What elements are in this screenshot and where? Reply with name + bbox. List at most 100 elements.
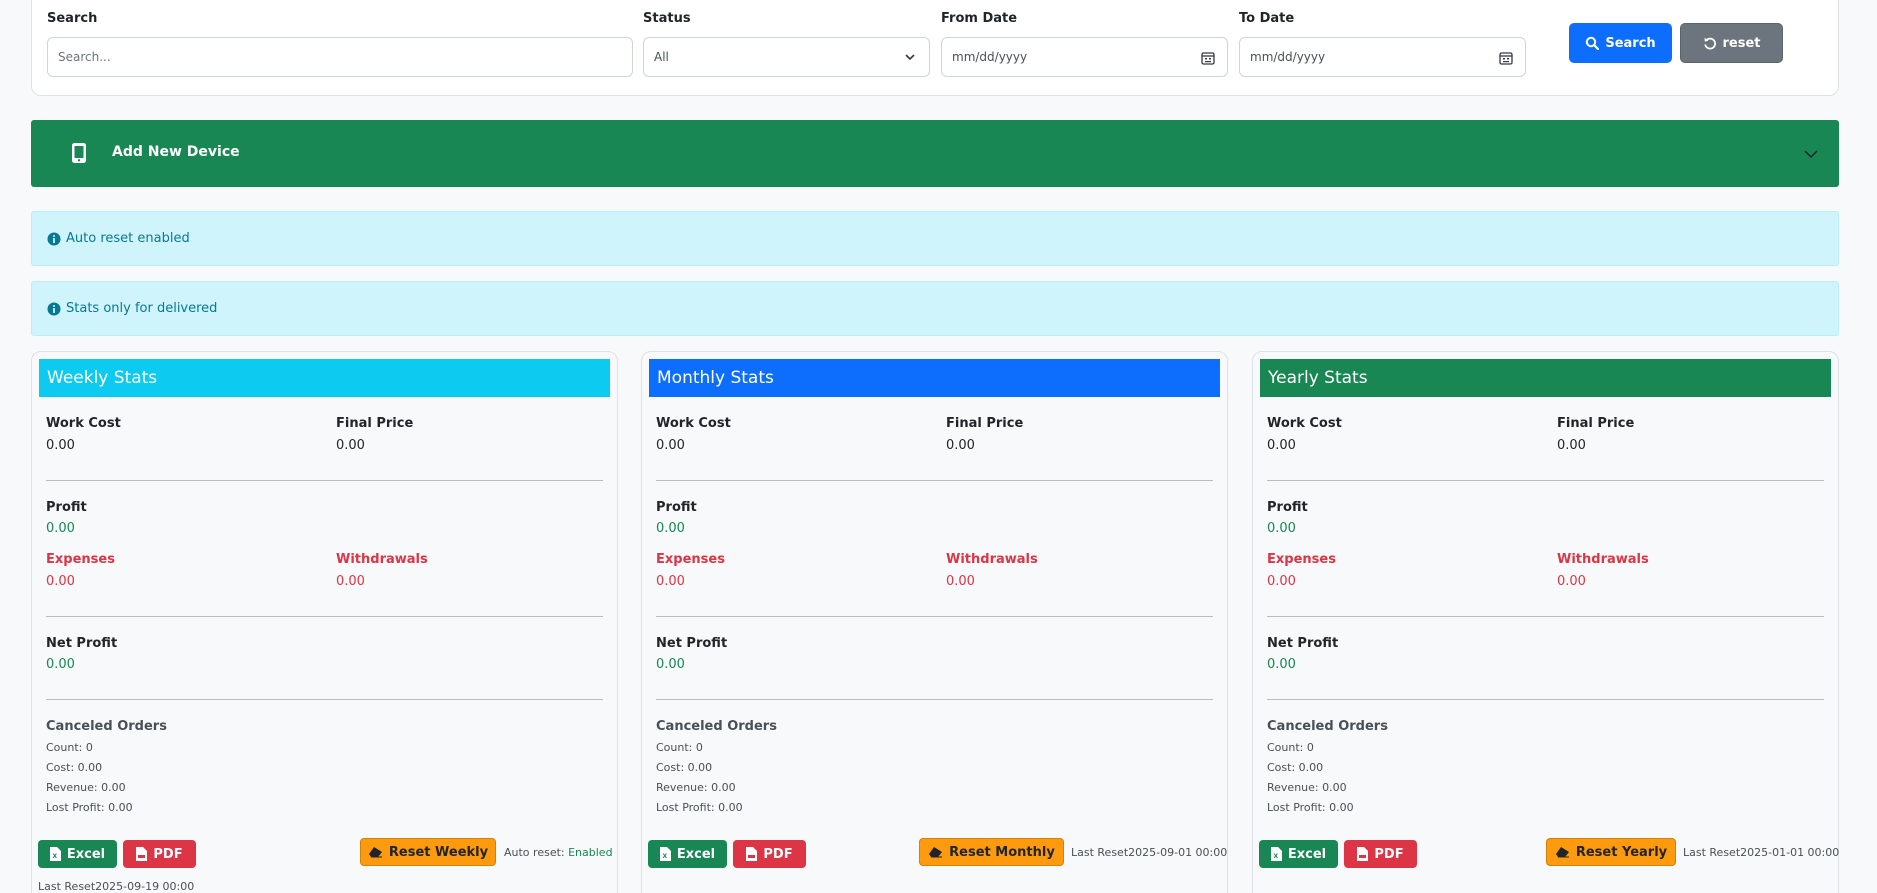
- monthly-stats-title: Monthly Stats: [649, 359, 1220, 397]
- filter-panel: Search Search... Status All From Date mm…: [31, 0, 1839, 96]
- divider: [1267, 480, 1824, 481]
- divider: [1267, 699, 1824, 700]
- withdrawals-value: 0.00: [1557, 574, 1586, 589]
- canceled-count: Count: 0: [656, 741, 703, 754]
- from-date-input[interactable]: mm/dd/yyyy: [941, 37, 1228, 77]
- yearly-stats-title: Yearly Stats: [1260, 359, 1831, 397]
- search-placeholder: Search...: [58, 50, 111, 64]
- divider: [46, 699, 603, 700]
- pdf-export-button[interactable]: PDF: [1344, 840, 1417, 868]
- excel-export-button[interactable]: X Excel: [1259, 840, 1338, 868]
- reset-weekly-label: Reset Weekly: [388, 844, 489, 860]
- search-label: Search: [47, 11, 98, 26]
- expenses-value: 0.00: [656, 574, 685, 589]
- expenses-label: Expenses: [1267, 552, 1336, 567]
- pdf-export-button[interactable]: PDF: [733, 840, 806, 868]
- search-button[interactable]: Search: [1569, 23, 1672, 63]
- to-date-placeholder: mm/dd/yyyy: [1250, 50, 1326, 64]
- profit-value: 0.00: [656, 521, 685, 536]
- pdf-button-label: PDF: [1374, 846, 1404, 862]
- from-date-group: From Date mm/dd/yyyy: [941, 11, 1228, 77]
- work-cost-label: Work Cost: [1267, 416, 1342, 431]
- pdf-button-label: PDF: [763, 846, 793, 862]
- auto-reset-status: Auto reset: Enabled: [504, 846, 613, 859]
- profit-value: 0.00: [1267, 521, 1296, 536]
- file-pdf-icon: [746, 847, 758, 861]
- profit-value: 0.00: [46, 521, 75, 536]
- info-circle-icon: [47, 232, 61, 245]
- work-cost-value: 0.00: [656, 438, 685, 453]
- canceled-orders-label: Canceled Orders: [656, 719, 777, 734]
- reset-button[interactable]: reset: [1680, 23, 1783, 63]
- work-cost-label: Work Cost: [656, 416, 731, 431]
- file-pdf-icon: [136, 847, 148, 861]
- auto-reset-alert: Auto reset enabled: [31, 211, 1839, 266]
- pdf-button-label: PDF: [153, 846, 183, 862]
- reset-weekly-button[interactable]: Reset Weekly: [360, 838, 496, 866]
- monthly-stats-card: Monthly Stats Work Cost 0.00 Final Price…: [641, 351, 1228, 893]
- net-profit-value: 0.00: [656, 657, 685, 672]
- final-price-value: 0.00: [1557, 438, 1586, 453]
- canceled-revenue: Revenue: 0.00: [1267, 781, 1347, 794]
- auto-reset-alert-text: Auto reset enabled: [66, 231, 190, 246]
- status-group: Status All: [643, 11, 930, 77]
- final-price-value: 0.00: [336, 438, 365, 453]
- calendar-icon[interactable]: [1201, 51, 1215, 65]
- add-device-accordion[interactable]: Add New Device: [31, 120, 1839, 187]
- svg-text:X: X: [662, 853, 667, 860]
- final-price-label: Final Price: [336, 416, 414, 431]
- pdf-export-button[interactable]: PDF: [123, 840, 196, 868]
- status-value: All: [654, 50, 669, 64]
- status-select[interactable]: All: [643, 37, 930, 77]
- search-icon: [1586, 36, 1600, 50]
- withdrawals-value: 0.00: [336, 574, 365, 589]
- file-pdf-icon: [1357, 847, 1369, 861]
- eraser-icon: [929, 847, 943, 858]
- last-reset-text: Last Reset2025-01-01 00:00: [1683, 846, 1840, 859]
- to-date-input[interactable]: mm/dd/yyyy: [1239, 37, 1526, 77]
- from-date-placeholder: mm/dd/yyyy: [952, 50, 1028, 64]
- info-circle-icon: [47, 302, 61, 315]
- weekly-stats-card: Weekly Stats Work Cost 0.00 Final Price …: [31, 351, 618, 893]
- reset-yearly-button[interactable]: Reset Yearly: [1546, 838, 1676, 866]
- chevron-down-icon[interactable]: [1803, 146, 1819, 162]
- work-cost-label: Work Cost: [46, 416, 121, 431]
- net-profit-value: 0.00: [1267, 657, 1296, 672]
- final-price-value: 0.00: [946, 438, 975, 453]
- excel-export-button[interactable]: X Excel: [648, 840, 727, 868]
- work-cost-value: 0.00: [1267, 438, 1296, 453]
- divider: [1267, 616, 1824, 617]
- file-excel-icon: X: [1270, 847, 1282, 861]
- eraser-icon: [368, 847, 382, 858]
- net-profit-label: Net Profit: [46, 636, 118, 651]
- status-label: Status: [643, 11, 691, 26]
- divider: [656, 616, 1213, 617]
- from-date-label: From Date: [941, 11, 1018, 26]
- to-date-label: To Date: [1239, 11, 1295, 26]
- canceled-revenue: Revenue: 0.00: [656, 781, 736, 794]
- expenses-label: Expenses: [656, 552, 725, 567]
- calendar-icon[interactable]: [1499, 51, 1513, 65]
- excel-button-label: Excel: [676, 846, 716, 862]
- svg-text:X: X: [1273, 853, 1278, 860]
- canceled-orders-label: Canceled Orders: [46, 719, 167, 734]
- reset-yearly-label: Reset Yearly: [1575, 844, 1668, 860]
- canceled-lost-profit: Lost Profit: 0.00: [46, 801, 133, 814]
- add-device-label: Add New Device: [112, 144, 240, 160]
- excel-export-button[interactable]: X Excel: [38, 840, 117, 868]
- profit-label: Profit: [46, 500, 87, 515]
- reset-monthly-button[interactable]: Reset Monthly: [919, 838, 1064, 866]
- withdrawals-label: Withdrawals: [336, 552, 428, 567]
- canceled-revenue: Revenue: 0.00: [46, 781, 126, 794]
- file-excel-icon: X: [659, 847, 671, 861]
- net-profit-value: 0.00: [46, 657, 75, 672]
- reset-button-label: reset: [1722, 35, 1761, 51]
- search-input[interactable]: Search...: [47, 37, 633, 77]
- last-reset-text: Last Reset2025-09-01 00:00: [1071, 846, 1228, 859]
- canceled-cost: Cost: 0.00: [1267, 761, 1324, 774]
- last-reset-text: Last Reset2025-09-19 00:00: [38, 880, 195, 893]
- withdrawals-label: Withdrawals: [1557, 552, 1649, 567]
- delivered-stats-alert-text: Stats only for delivered: [66, 301, 218, 316]
- excel-button-label: Excel: [66, 846, 106, 862]
- final-price-label: Final Price: [946, 416, 1024, 431]
